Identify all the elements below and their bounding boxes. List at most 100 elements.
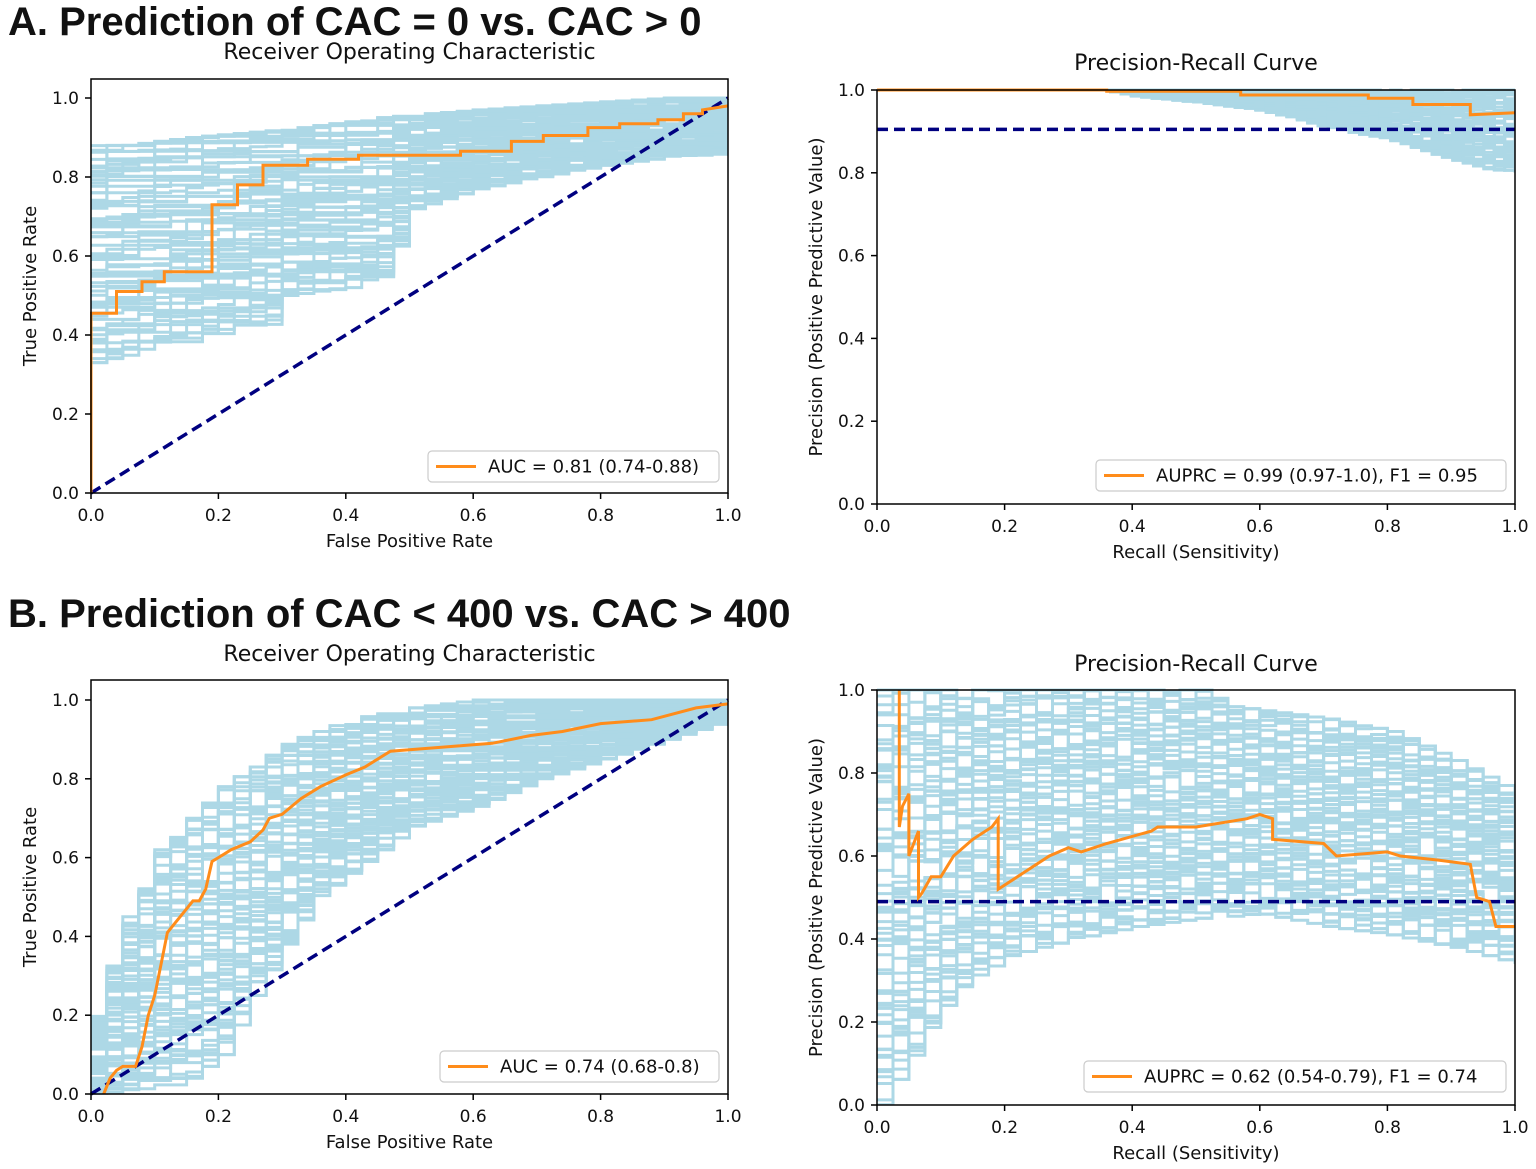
x-tick-label: 0.8 [587,506,614,526]
bootstrap-curve [91,700,728,1024]
plot-frame [90,679,729,1095]
bootstrap-curves [877,688,1515,1105]
model-curve [897,690,1515,928]
chart-title: Receiver Operating Characteristic [223,642,595,667]
legend: AUPRC = 0.99 (0.97-1.0), F1 = 0.95 [1095,459,1507,492]
plot-frame [90,78,729,494]
x-axis-label: False Positive Rate [326,1132,493,1153]
x-tick-label: 0.6 [460,506,487,526]
y-tick-label: 0.2 [838,412,865,432]
model-curve [102,702,728,1095]
legend-box [439,1050,720,1083]
y-tick-label: 1.0 [838,81,865,101]
plot-frame [876,89,1516,505]
y-axis-label: True Positive Rate [20,206,41,367]
y-tick-label: 0.8 [838,164,865,184]
x-tick-label: 0.8 [1374,1118,1401,1138]
y-tick-label: 1.0 [52,89,79,109]
legend-label: AUPRC = 0.99 (0.97-1.0), F1 = 0.95 [1156,466,1478,487]
section-b-title: B. Prediction of CAC < 400 vs. CAC > 400 [8,592,791,636]
section-a-title: A. Prediction of CAC = 0 vs. CAC > 0 [8,0,702,44]
y-tick-label: 0.0 [838,1096,865,1116]
legend-label: AUC = 0.81 (0.74-0.88) [488,457,699,478]
model-curve [90,104,728,493]
legend: AUPRC = 0.62 (0.54-0.79), F1 = 0.74 [1083,1060,1507,1093]
legend-label: AUPRC = 0.62 (0.54-0.79), F1 = 0.74 [1144,1067,1477,1088]
y-tick-label: 0.6 [838,247,865,267]
y-axis-label: True Positive Rate [20,807,41,968]
legend-label: AUC = 0.74 (0.68-0.8) [500,1057,700,1078]
y-tick-label: 0.6 [52,247,79,267]
bootstrap-curve [91,118,728,229]
legend: AUC = 0.81 (0.74-0.88) [427,450,720,483]
y-axis-label: Precision (Positive Predictive Value) [806,738,827,1057]
x-tick-label: 0.6 [1246,1118,1273,1138]
x-axis-label: Recall (Sensitivity) [1112,1143,1279,1164]
bootstrap-curves [1100,88,1515,173]
y-tick-label: 0.4 [52,927,79,947]
x-tick-label: 0.4 [1119,517,1146,537]
x-tick-label: 0.2 [991,1118,1018,1138]
x-tick-label: 0.8 [587,1107,614,1127]
bootstrap-curves [91,96,728,365]
bootstrap-curve [877,864,1515,1024]
x-tick-label: 0.0 [863,517,890,537]
bootstrap-curve [91,96,728,148]
y-tick-label: 0.8 [838,764,865,784]
y-axis-label: Precision (Positive Predictive Value) [806,137,827,456]
x-tick-label: 0.4 [1119,1118,1146,1138]
baseline-line [90,698,729,1096]
x-tick-label: 0.2 [205,1107,232,1127]
y-tick-label: 1.0 [838,681,865,701]
chart-A-roc: Receiver Operating Characteristic 0.0 0.2 0… [20,40,742,552]
chart-title: Precision-Recall Curve [1074,51,1318,76]
x-tick-label: 0.8 [1374,517,1401,537]
y-tick-label: 1.0 [52,691,79,711]
x-tick-label: 1.0 [714,1107,741,1127]
y-tick-label: 0.8 [52,770,79,790]
x-tick-label: 0.0 [77,1107,104,1127]
y-tick-label: 0.2 [52,1006,79,1026]
baseline-line [90,96,729,495]
x-tick-label: 0.6 [1246,517,1273,537]
y-tick-label: 0.0 [52,1085,79,1105]
y-tick-label: 0.4 [838,329,865,349]
chart-B-pr: Precision-Recall Curve 0.0 0.2 0.4 0.6 0.8 1.0… [806,652,1529,1164]
legend: AUC = 0.74 (0.68-0.8) [439,1050,720,1083]
chart-A-pr: Precision-Recall Curve 0.0 0.2 0.4 0.6 0.8 1.0… [806,51,1529,563]
chart-title: Receiver Operating Characteristic [223,40,595,65]
bootstrap-curve [877,707,1515,814]
x-tick-label: 1.0 [714,506,741,526]
x-tick-label: 1.0 [1501,1118,1528,1138]
bootstrap-curve [91,136,728,304]
x-tick-label: 0.2 [205,506,232,526]
chart-B-roc: Receiver Operating Characteristic 0.0 0.2 0… [20,642,742,1153]
x-tick-label: 0.6 [460,1107,487,1127]
x-axis-label: False Positive Rate [326,531,493,552]
y-tick-label: 0.8 [52,168,79,188]
x-tick-label: 0.2 [991,517,1018,537]
plot-frame [876,689,1516,1106]
y-tick-label: 0.6 [838,847,865,867]
y-tick-label: 0.6 [52,849,79,869]
legend-box [1095,459,1507,492]
chart-title: Precision-Recall Curve [1074,652,1318,677]
y-tick-label: 0.0 [52,484,79,504]
x-tick-label: 0.4 [332,1107,359,1127]
y-tick-label: 0.2 [838,1013,865,1033]
bootstrap-curve [91,698,728,1019]
y-tick-label: 0.4 [838,930,865,950]
y-tick-label: 0.0 [838,495,865,515]
x-tick-label: 0.0 [77,506,104,526]
x-axis-label: Recall (Sensitivity) [1112,542,1279,563]
x-tick-label: 0.0 [863,1118,890,1138]
y-tick-label: 0.4 [52,326,79,346]
legend-box [1083,1060,1507,1093]
x-tick-label: 0.4 [332,506,359,526]
legend-box [427,450,720,483]
bootstrap-curve [877,784,1515,872]
y-tick-label: 0.2 [52,405,79,425]
x-tick-label: 1.0 [1501,517,1528,537]
